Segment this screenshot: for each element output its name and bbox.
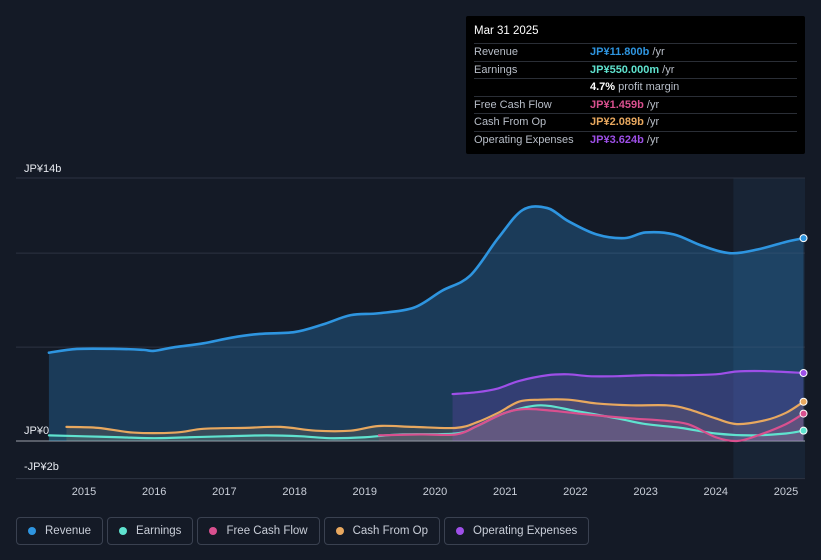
x-tick-label: 2024 bbox=[704, 486, 728, 498]
revenue-end-point bbox=[799, 234, 808, 243]
operating-expenses-line bbox=[451, 369, 805, 396]
legend-dot-icon bbox=[119, 527, 128, 535]
legend-dot-icon bbox=[456, 527, 465, 535]
legend-dot-icon bbox=[335, 527, 344, 535]
legend-label: Free Cash Flow bbox=[226, 525, 308, 537]
legend-dot-icon bbox=[209, 527, 218, 535]
tooltip-value: JP¥1.459b /yr bbox=[590, 98, 660, 111]
tooltip-row: 4.7% profit margin bbox=[474, 78, 797, 96]
tooltip-row: Cash From Op JP¥2.089b /yr bbox=[474, 113, 797, 131]
cash-from-op-end-point bbox=[799, 397, 808, 406]
legend-label: Earnings bbox=[136, 525, 182, 537]
tooltip: Mar 31 2025 Revenue JP¥11.800b /yr Earning… bbox=[466, 16, 805, 154]
free-cash-flow-line bbox=[377, 407, 805, 443]
y-tick-label: JP¥0 bbox=[24, 425, 49, 437]
tooltip-label bbox=[474, 79, 590, 96]
tooltip-value: JP¥11.800b /yr bbox=[590, 46, 665, 58]
cash-from-op-line bbox=[65, 398, 805, 435]
tooltip-row: Revenue JP¥11.800b /yr bbox=[474, 43, 797, 61]
tooltip-label: Revenue bbox=[474, 46, 519, 58]
x-tick-label: 2017 bbox=[212, 486, 236, 498]
tooltip-label: Operating Expenses bbox=[474, 133, 574, 146]
revenue-area bbox=[48, 206, 804, 441]
tooltip-label: Free Cash Flow bbox=[474, 98, 552, 111]
legend-label: Cash From Op bbox=[352, 525, 429, 537]
legend-item-operating-expenses[interactable]: Operating Expenses bbox=[444, 517, 590, 545]
legend-item-free-cash-flow[interactable]: Free Cash Flow bbox=[197, 517, 320, 545]
tooltip-value: JP¥550.000m /yr bbox=[590, 63, 675, 76]
legend: Revenue Earnings Free Cash Flow Cash From O… bbox=[16, 517, 590, 545]
x-tick-label: 2022 bbox=[563, 486, 587, 498]
cash-from-op-area bbox=[66, 399, 804, 441]
x-tick-label: 2023 bbox=[633, 486, 657, 498]
highlight-band bbox=[733, 178, 805, 479]
x-tick-label: 2018 bbox=[282, 486, 306, 498]
tooltip-value: 4.7% profit margin bbox=[590, 81, 680, 93]
tooltip-row: Free Cash Flow JP¥1.459b /yr bbox=[474, 95, 797, 114]
tooltip-value: JP¥3.624b /yr bbox=[590, 133, 660, 146]
tooltip-row: Operating Expenses JP¥3.624b /yr bbox=[474, 130, 797, 149]
legend-item-revenue[interactable]: Revenue bbox=[16, 517, 104, 545]
tooltip-row: Earnings JP¥550.000m /yr bbox=[474, 60, 797, 79]
earnings-end-point bbox=[799, 426, 808, 435]
legend-label: Revenue bbox=[45, 525, 92, 537]
y-tick-label: JP¥14b bbox=[24, 163, 61, 175]
free-cash-flow-area bbox=[378, 409, 804, 442]
y-tick-label: -JP¥2b bbox=[24, 461, 59, 473]
tooltip-label: Earnings bbox=[474, 63, 518, 76]
tooltip-value: JP¥2.089b /yr bbox=[590, 116, 660, 128]
free-cash-flow-end-point bbox=[799, 409, 808, 418]
legend-label: Operating Expenses bbox=[473, 525, 578, 537]
tooltip-label: Cash From Op bbox=[474, 116, 547, 128]
earnings-area bbox=[48, 405, 804, 441]
legend-item-earnings[interactable]: Earnings bbox=[107, 517, 194, 545]
x-tick-label: 2019 bbox=[353, 486, 377, 498]
revenue-line bbox=[47, 205, 805, 355]
tooltip-date: Mar 31 2025 bbox=[474, 25, 539, 37]
x-tick-label: 2021 bbox=[493, 486, 517, 498]
x-tick-label: 2016 bbox=[142, 486, 166, 498]
x-tick-label: 2020 bbox=[423, 486, 447, 498]
operating-expenses-end-point bbox=[799, 368, 808, 377]
legend-dot-icon bbox=[28, 527, 36, 535]
legend-item-cash-from-op[interactable]: Cash From Op bbox=[323, 517, 441, 545]
x-tick-label: 2025 bbox=[774, 486, 798, 498]
x-tick-label: 2015 bbox=[72, 486, 96, 498]
